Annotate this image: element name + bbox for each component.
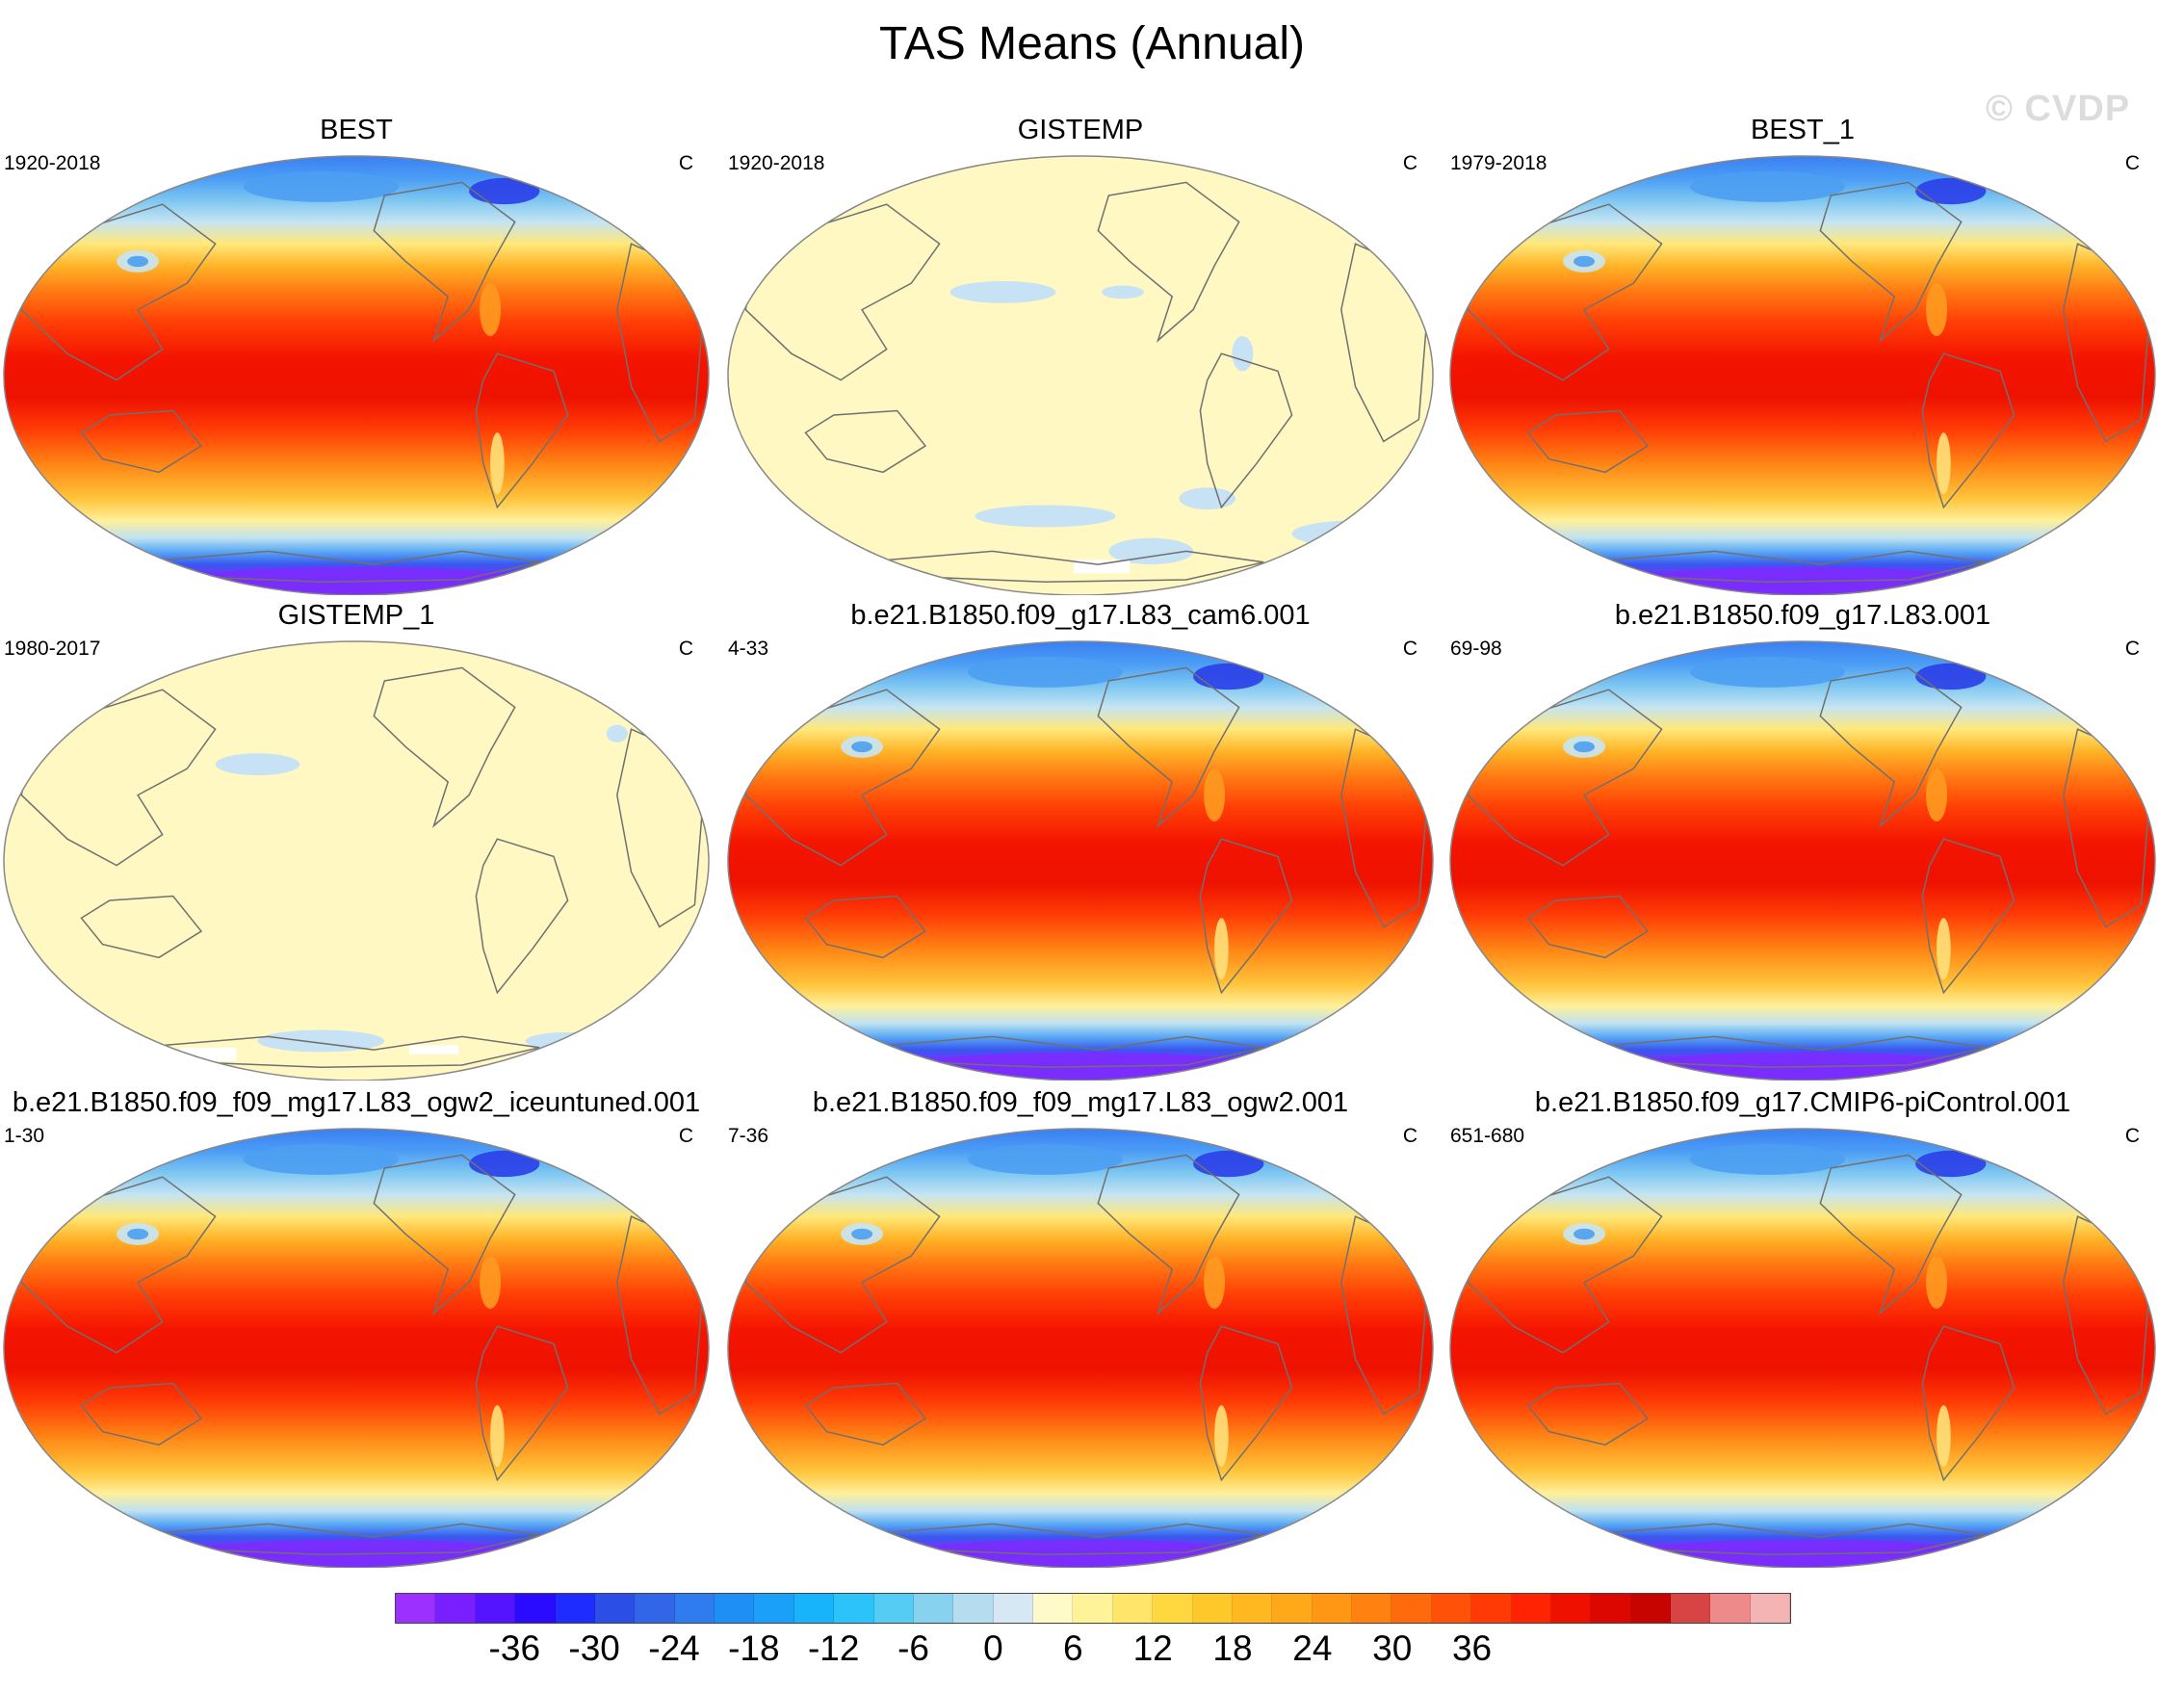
colorbar-swatch (1272, 1594, 1313, 1623)
colorbar-tick-label: 6 (1062, 1628, 1083, 1668)
map-ellipse (727, 640, 1434, 1081)
panel-title: b.e21.B1850.f09_g17.L83.001 (1614, 600, 1991, 631)
panel-title: b.e21.B1850.f09_g17.L83_cam6.001 (850, 600, 1311, 631)
panel-units: C (2124, 152, 2140, 174)
map-panel: GISTEMP 1920-2018 C (724, 114, 1437, 595)
colorbar-swatch (475, 1594, 516, 1623)
panel-period: 1979-2018 (1450, 152, 1547, 174)
map-ellipse (1449, 155, 2156, 595)
map-ellipse (727, 155, 1434, 595)
panel-period: 651-680 (1450, 1125, 1525, 1147)
colorbar-tick-label: -12 (807, 1628, 860, 1668)
colorbar-swatch (993, 1594, 1033, 1623)
map-panel: BEST 1920-2018 C (0, 114, 713, 595)
colorbar-tick-label: 24 (1292, 1628, 1333, 1668)
panel-title: BEST_1 (1751, 115, 1855, 145)
colorbar-swatch (594, 1594, 636, 1623)
map-ellipse (727, 1128, 1434, 1568)
colorbar-swatch (715, 1594, 755, 1623)
colorbar-swatch (1511, 1594, 1551, 1623)
map-panel: b.e21.B1850.f09_f09_mg17.L83_ogw2.001 7-3… (724, 1086, 1437, 1568)
panel-units: C (1402, 1125, 1417, 1147)
colorbar-swatch (1153, 1594, 1193, 1623)
panel-title: b.e21.B1850.f09_f09_mg17.L83_ogw2.001 (812, 1087, 1349, 1118)
panel-period: 1920-2018 (728, 152, 825, 174)
colorbar-swatch (793, 1594, 835, 1623)
panel-title: b.e21.B1850.f09_f09_mg17.L83_ogw2_iceunt… (12, 1087, 701, 1118)
panel-period: 69-98 (1450, 638, 1502, 660)
colorbar-swatch (1391, 1594, 1432, 1623)
colorbar-swatch (396, 1594, 436, 1623)
colorbar-swatch (1112, 1594, 1154, 1623)
map-ellipse (3, 155, 710, 595)
colorbar-swatch (1431, 1594, 1472, 1623)
panel-units: C (1402, 638, 1417, 660)
panel-period: 1920-2018 (4, 152, 101, 174)
map-panel: BEST_1 1979-2018 C (1446, 114, 2159, 595)
colorbar-swatch (1073, 1594, 1113, 1623)
figure-title: TAS Means (Annual) (879, 18, 1305, 69)
panel-period: 1-30 (4, 1125, 45, 1147)
colorbar-swatch (873, 1594, 914, 1623)
panel-units: C (1402, 152, 1417, 174)
colorbar-swatch (635, 1594, 675, 1623)
colorbar-tick-label: -30 (568, 1628, 620, 1668)
colorbar-swatch (435, 1594, 476, 1623)
colorbar-tick-label: -18 (728, 1628, 780, 1668)
panel-title: GISTEMP (1017, 115, 1144, 145)
panel-title: b.e21.B1850.f09_g17.CMIP6-piControl.001 (1534, 1087, 2071, 1118)
colorbar-swatch (1671, 1594, 1711, 1623)
panel-title: BEST (320, 115, 393, 145)
colorbar-tick-label: -36 (488, 1628, 541, 1668)
map-panel: b.e21.B1850.f09_g17.CMIP6-piControl.001 6… (1446, 1086, 2159, 1568)
colorbar-tick-label: 36 (1451, 1628, 1493, 1668)
colorbar-swatch (953, 1594, 994, 1623)
colorbar-tick-label: 12 (1132, 1628, 1173, 1668)
colorbar-tick-label: 18 (1212, 1628, 1253, 1668)
colorbar-swatch (1710, 1594, 1751, 1623)
colorbar-swatch (1591, 1594, 1631, 1623)
colorbar-swatch (834, 1594, 874, 1623)
colorbar-tick-label: -24 (648, 1628, 700, 1668)
colorbar-swatch (674, 1594, 715, 1623)
colorbar-swatch (913, 1594, 954, 1623)
colorbar-tick-label: 30 (1372, 1628, 1413, 1668)
colorbar-tick-label: 0 (983, 1628, 1003, 1668)
colorbar-tick-label: -6 (897, 1628, 930, 1668)
map-panel: b.e21.B1850.f09_g17.L83_cam6.001 4-33 C (724, 599, 1437, 1081)
panel-period: 1980-2017 (4, 638, 101, 660)
colorbar-swatch (1471, 1594, 1512, 1623)
colorbar-swatch (1550, 1594, 1592, 1623)
colorbar-tick-labels: -36 -30 -24 -18 -12 -6 0 6 12 18 24 30 36 (395, 1628, 1791, 1676)
colorbar-swatch (1630, 1594, 1671, 1623)
map-panel: GISTEMP_1 1980-2017 C (0, 599, 713, 1081)
panel-units: C (678, 152, 693, 174)
colorbar-swatch (1192, 1594, 1233, 1623)
panel-period: 7-36 (728, 1125, 769, 1147)
colorbar-swatch (515, 1594, 556, 1623)
colorbar-swatch (1033, 1594, 1074, 1623)
colorbar-swatch (555, 1594, 595, 1623)
cvdp-watermark: © CVDP (1986, 89, 2131, 129)
panel-units: C (678, 638, 693, 660)
map-ellipse (3, 1128, 710, 1568)
colorbar-swatch (1750, 1594, 1791, 1623)
panel-units: C (678, 1125, 693, 1147)
map-ellipse (1449, 1128, 2156, 1568)
colorbar (395, 1593, 1791, 1624)
colorbar-swatch (1232, 1594, 1273, 1623)
map-panel: b.e21.B1850.f09_f09_mg17.L83_ogw2_iceunt… (0, 1086, 713, 1568)
panel-units: C (2124, 638, 2140, 660)
colorbar-swatch (1312, 1594, 1352, 1623)
panel-period: 4-33 (728, 638, 769, 660)
panel-title: GISTEMP_1 (277, 600, 435, 631)
panel-units: C (2124, 1125, 2140, 1147)
colorbar-swatch (1352, 1594, 1392, 1623)
map-ellipse (3, 640, 710, 1081)
map-ellipse (1449, 640, 2156, 1081)
map-panel: b.e21.B1850.f09_g17.L83.001 69-98 C (1446, 599, 2159, 1081)
colorbar-swatch (754, 1594, 794, 1623)
